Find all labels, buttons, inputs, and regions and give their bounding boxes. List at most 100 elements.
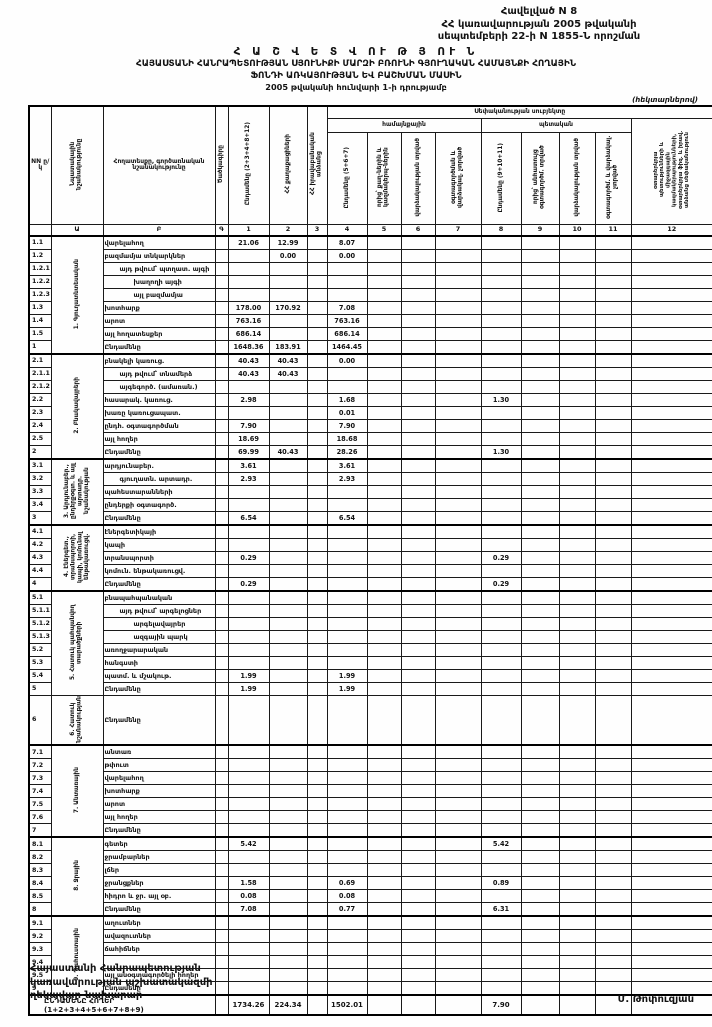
row-number: 8 bbox=[28, 902, 52, 917]
header-state-free: օգտագործմ. և վարձակալ. չտրված bbox=[594, 132, 632, 226]
value-c5 bbox=[366, 981, 402, 996]
value-c8 bbox=[480, 629, 522, 644]
value-c8 bbox=[480, 955, 522, 970]
value-c11 bbox=[594, 234, 632, 250]
value-c1 bbox=[227, 629, 270, 644]
value-c6 bbox=[400, 510, 436, 526]
grand-value-c3 bbox=[306, 994, 328, 1017]
value-c12 bbox=[630, 889, 712, 904]
value-c12 bbox=[630, 694, 712, 746]
land-type-label: ընդերքի օգտագործ. bbox=[102, 497, 216, 512]
code-cell bbox=[214, 550, 229, 565]
value-c4 bbox=[326, 981, 368, 996]
value-c4 bbox=[326, 287, 368, 302]
value-c4: 3.61 bbox=[326, 457, 368, 473]
value-c7 bbox=[434, 850, 482, 865]
value-c11 bbox=[594, 876, 632, 891]
table-row: 7.4 խոտհարք bbox=[28, 784, 712, 799]
code-cell bbox=[214, 418, 229, 433]
value-c1 bbox=[227, 942, 270, 957]
value-c9 bbox=[520, 942, 560, 957]
value-c6 bbox=[400, 616, 436, 631]
value-c4 bbox=[326, 929, 368, 944]
value-c3 bbox=[306, 942, 328, 957]
value-c12 bbox=[630, 326, 712, 341]
value-c6 bbox=[400, 550, 436, 565]
value-c4 bbox=[326, 758, 368, 773]
value-c7 bbox=[434, 889, 482, 904]
value-c4 bbox=[326, 863, 368, 878]
header-community-free-text: օգտագործման և վարձակալ. չտրված bbox=[451, 146, 464, 208]
table-row: 8.3 լճեր bbox=[28, 863, 712, 878]
code-cell bbox=[214, 836, 229, 852]
value-c8 bbox=[480, 915, 522, 931]
value-c1 bbox=[227, 915, 270, 931]
value-c6 bbox=[400, 339, 436, 355]
value-c6 bbox=[400, 668, 436, 683]
land-type-label: խոտհարք bbox=[102, 784, 216, 799]
value-c11 bbox=[594, 616, 632, 631]
value-c1 bbox=[227, 981, 270, 996]
value-c5 bbox=[366, 339, 402, 355]
header-total-text: Ընդամենը (2+3+4+8+12) bbox=[245, 122, 252, 206]
header-ownership-group: Սեփականության սուբյեկտը bbox=[326, 105, 712, 120]
header-state-given-text: որից՝ անհատույց օգտագործմ. տրված bbox=[533, 145, 546, 210]
header-total: Ընդամենը (2+3+4+8+12) bbox=[227, 105, 270, 226]
value-c6 bbox=[400, 810, 436, 825]
value-c5 bbox=[366, 326, 402, 341]
row-number: 4 bbox=[28, 576, 52, 592]
value-c9 bbox=[520, 744, 560, 760]
value-c9 bbox=[520, 915, 560, 931]
value-c1 bbox=[227, 523, 270, 539]
value-c5 bbox=[366, 744, 402, 760]
column-number: 11 bbox=[594, 224, 632, 237]
value-c11 bbox=[594, 274, 632, 289]
value-c12 bbox=[630, 863, 712, 878]
grand-value-c5 bbox=[366, 994, 402, 1017]
value-c1: 3.61 bbox=[227, 457, 270, 473]
value-c1 bbox=[227, 484, 270, 499]
appendix-line-2: ՀՀ կառավարության 2005 թվականի bbox=[441, 18, 637, 30]
value-c6 bbox=[400, 955, 436, 970]
land-type-label: այլ հողեր bbox=[102, 431, 216, 446]
value-c9 bbox=[520, 379, 560, 394]
value-c8 bbox=[480, 510, 522, 526]
value-c8: 6.31 bbox=[480, 902, 522, 917]
column-number: 12 bbox=[630, 224, 712, 237]
value-c2 bbox=[268, 550, 308, 565]
value-c1: 18.69 bbox=[227, 431, 270, 446]
value-c9 bbox=[520, 352, 560, 368]
value-c6 bbox=[400, 523, 436, 539]
value-c2 bbox=[268, 589, 308, 605]
value-c4: 0.08 bbox=[326, 889, 368, 904]
value-c2 bbox=[268, 744, 308, 760]
value-c3 bbox=[306, 234, 328, 250]
value-c1: 1.99 bbox=[227, 681, 270, 696]
value-c8 bbox=[480, 968, 522, 983]
value-c4 bbox=[326, 497, 368, 512]
column-number: 2 bbox=[268, 224, 308, 237]
value-c1 bbox=[227, 563, 270, 578]
row-number: 1.3 bbox=[28, 300, 52, 315]
header-code: Ծածկագիրը bbox=[214, 105, 229, 226]
value-c7 bbox=[434, 537, 482, 552]
land-type-label: աղուտներ bbox=[102, 915, 216, 931]
footer-line-1: Հայաստանի Հանրապետության bbox=[30, 963, 201, 974]
code-cell bbox=[214, 576, 229, 592]
value-c10 bbox=[558, 576, 596, 592]
row-number: 2.1 bbox=[28, 352, 52, 368]
value-c7 bbox=[434, 629, 482, 644]
title-community-line: ՀԱՅԱՍՏԱՆԻ ՀԱՆՐԱՊԵՏՈՒԹՅԱՆ ՍՅՈՒՆԻՔԻ ՄԱՐԶԻ … bbox=[135, 59, 577, 70]
value-c4 bbox=[326, 810, 368, 825]
value-c5 bbox=[366, 274, 402, 289]
value-c6 bbox=[400, 484, 436, 499]
code-cell bbox=[214, 248, 229, 263]
value-c5 bbox=[366, 589, 402, 605]
value-c3 bbox=[306, 902, 328, 917]
value-c3 bbox=[306, 248, 328, 263]
value-c2 bbox=[268, 758, 308, 773]
value-c5 bbox=[366, 234, 402, 250]
value-c11 bbox=[594, 261, 632, 276]
value-c6 bbox=[400, 392, 436, 407]
land-type-label: Ընդամենը bbox=[102, 823, 216, 838]
